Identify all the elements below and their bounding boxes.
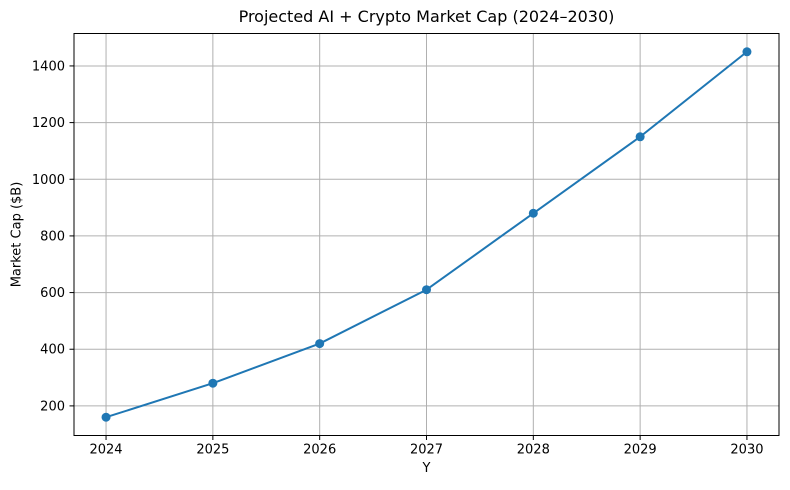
data-point: [315, 339, 325, 349]
x-tick-label: 2026: [303, 443, 336, 458]
x-tick-label: 2024: [89, 443, 122, 458]
x-axis-label: Y: [422, 461, 431, 476]
y-axis-label: Market Cap ($B): [9, 181, 25, 288]
data-point: [208, 378, 218, 388]
y-tick-label: 1400: [32, 59, 65, 74]
y-tick-label: 1200: [32, 116, 65, 131]
x-tick-label: 2025: [196, 443, 229, 458]
chart-title: Projected AI + Crypto Market Cap (2024–2…: [238, 7, 615, 26]
y-tick-label: 1000: [32, 173, 65, 188]
data-point: [101, 412, 111, 422]
y-tick-label: 800: [40, 229, 65, 244]
x-tick-label: 2029: [624, 443, 657, 458]
x-tick-label: 2027: [410, 443, 443, 458]
y-tick-label: 400: [40, 343, 65, 358]
y-tick-label: 200: [40, 399, 65, 414]
x-tick-label: 2028: [517, 443, 550, 458]
data-point: [742, 47, 752, 57]
data-point: [635, 132, 645, 142]
y-tick-label: 600: [40, 286, 65, 301]
data-point: [422, 285, 431, 295]
data-point: [528, 208, 538, 218]
x-tick-label: 2030: [730, 443, 763, 458]
